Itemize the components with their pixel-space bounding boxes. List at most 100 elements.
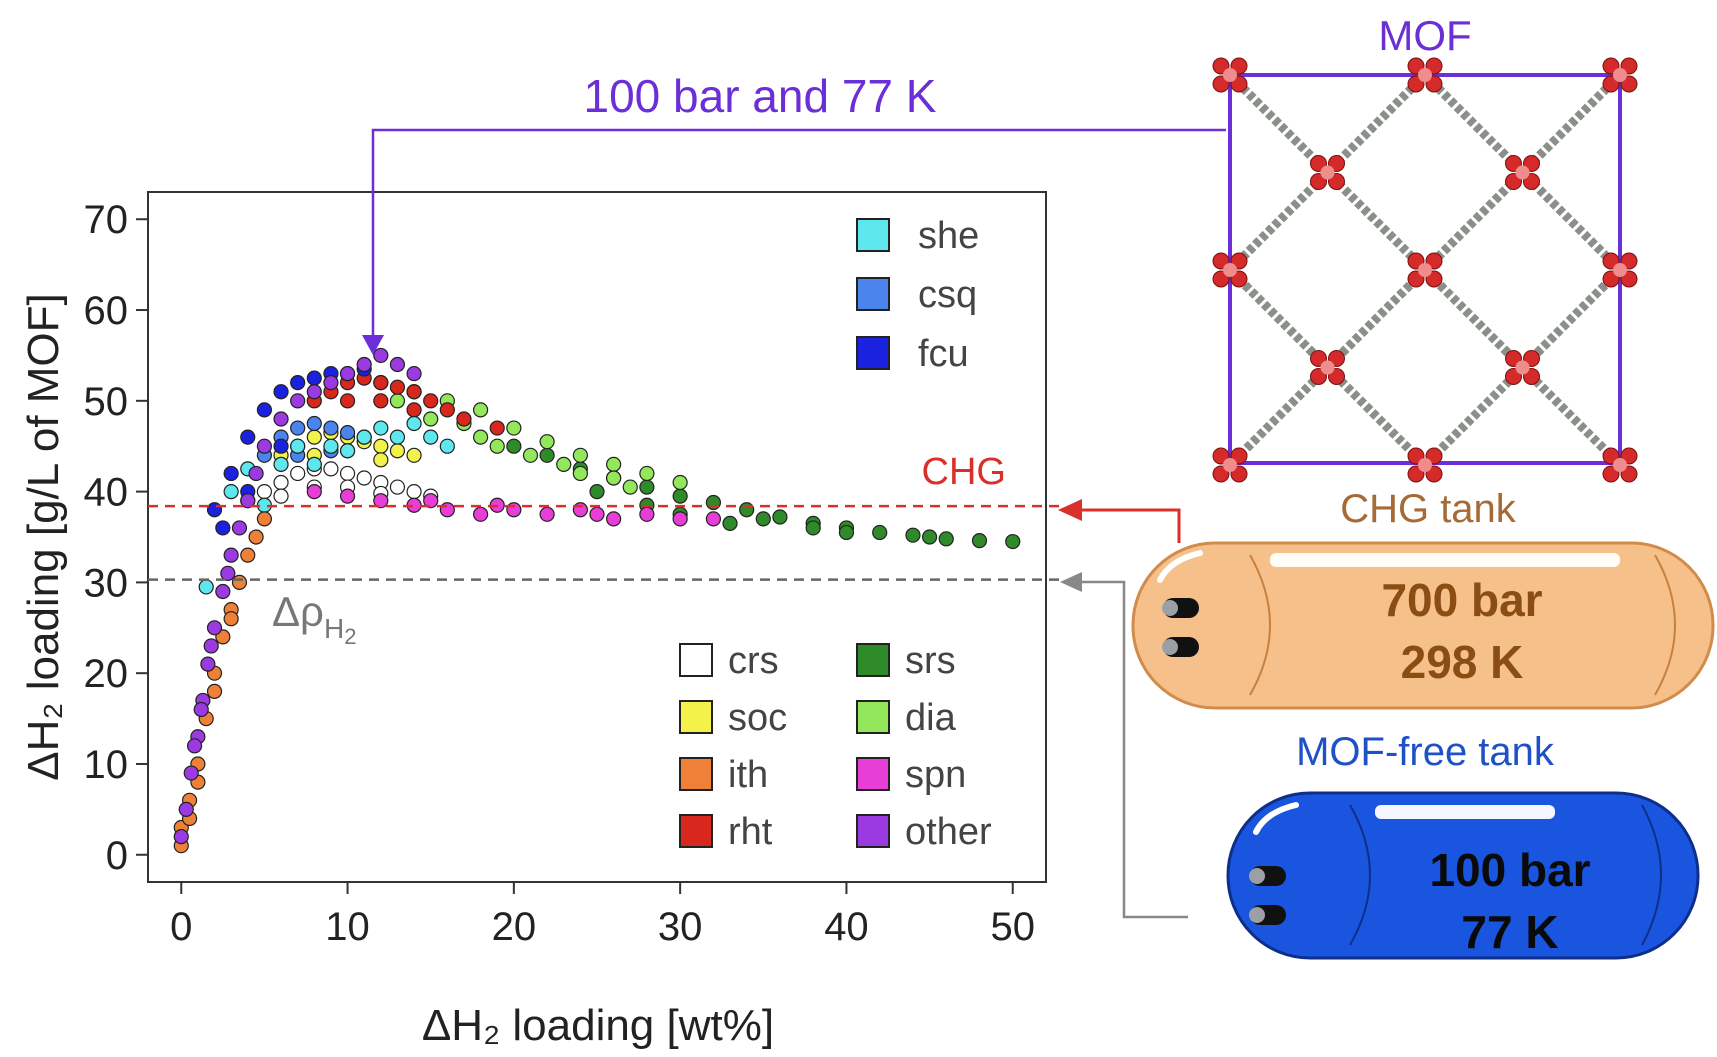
legend-swatch-she [856,218,890,252]
point-other [206,620,223,636]
legend-swatch-dia [856,700,890,734]
x-tick-label: 10 [325,905,370,949]
point-dia [423,411,439,427]
point-srs [705,494,722,511]
plot-frame [147,191,1047,883]
legend-label-srs: srs [905,640,956,682]
point-other [290,393,306,409]
point-fcu [206,502,223,518]
point-other [220,565,236,581]
point-soc [373,452,389,468]
legend-swatch-soc [679,700,713,734]
point-srs [1005,533,1021,550]
point-fcu [215,520,231,536]
point-fcu [223,465,239,482]
point-dia [639,465,655,482]
point-other [223,547,239,563]
point-other [373,347,389,364]
point-srs [639,479,655,495]
point-csq [323,420,339,436]
point-dia [539,434,555,450]
point-rht [423,393,439,409]
point-dia [522,447,539,463]
legend-label-fcu: fcu [918,333,969,375]
point-rht [439,402,455,418]
mof-metal-nodes [1212,57,1638,483]
scatter-plot: 0 10 20 30 40 50 0 10 20 30 40 50 60 70 ΔH₂ loading [… [19,191,1060,1050]
point-srs [905,527,921,543]
point-fcu [273,384,289,400]
x-tick-label: 0 [170,905,192,949]
point-other [323,375,339,391]
point-she [223,484,239,500]
legend-label-spn: spn [905,754,966,796]
point-soc [406,447,422,463]
legend-label-csq: csq [918,274,977,316]
point-other [215,583,231,600]
point-other [183,765,199,781]
point-crs [273,474,289,491]
mof-free-connector [1078,580,1188,919]
y-tick-label: 20 [84,652,129,696]
legend-label-dia: dia [905,697,957,739]
delta-rho-label: ΔρH2 [272,588,356,649]
point-other [306,384,322,400]
point-she [198,579,214,595]
point-dia [472,429,489,445]
chg-tank-title: CHG tank [1340,487,1517,531]
legend-swatch-rht [679,814,713,848]
y-tick-label: 10 [84,743,129,787]
legend-swatch-csq [856,277,890,311]
point-dia [572,465,588,482]
point-she [290,438,306,454]
point-spn [539,506,555,522]
point-srs [722,515,738,531]
point-spn [572,502,588,518]
point-spn [589,506,605,522]
point-she [389,429,406,445]
y-tick-label: 0 [106,834,128,878]
point-spn [606,511,622,527]
point-srs [672,488,688,504]
point-she [373,420,389,436]
y-axis-label: ΔH₂ loading [g/L of MOF] [19,293,68,780]
points-layer [173,347,1021,854]
point-fcu [306,370,322,386]
chg-arrowhead [1058,499,1082,521]
point-she [439,438,455,454]
point-srs [921,529,938,545]
point-srs [872,524,888,541]
point-soc [389,443,406,459]
point-she [423,429,439,445]
point-other [339,365,356,382]
point-spn [639,506,655,522]
point-rht [406,384,422,400]
point-spn [672,511,688,527]
mof-free-tank-pressure: 100 bar [1429,844,1590,896]
chg-tank: 700 bar 298 K [1131,541,1715,710]
point-rht [339,393,356,409]
point-srs [739,502,755,518]
point-rht [489,420,505,436]
point-other [273,411,289,427]
legend-label-she: she [918,215,979,257]
point-other [231,520,248,536]
point-rht [456,411,472,427]
x-axis-label: ΔH₂ loading [wt%] [422,1001,774,1050]
point-srs [539,447,555,463]
point-srs [805,520,821,536]
x-tick-label: 40 [824,905,869,949]
point-other [389,356,406,373]
point-ith [248,529,264,545]
mof-free-tank-title: MOF-free tank [1296,730,1555,774]
legend-swatch-ith [679,757,713,791]
point-dia [672,474,688,491]
point-dia [472,402,489,418]
chg-tank-pressure: 700 bar [1381,574,1542,626]
point-srs [838,524,855,541]
point-fcu [290,375,306,391]
point-spn [506,502,522,518]
point-crs [290,465,306,482]
mof-structure [1212,57,1638,483]
